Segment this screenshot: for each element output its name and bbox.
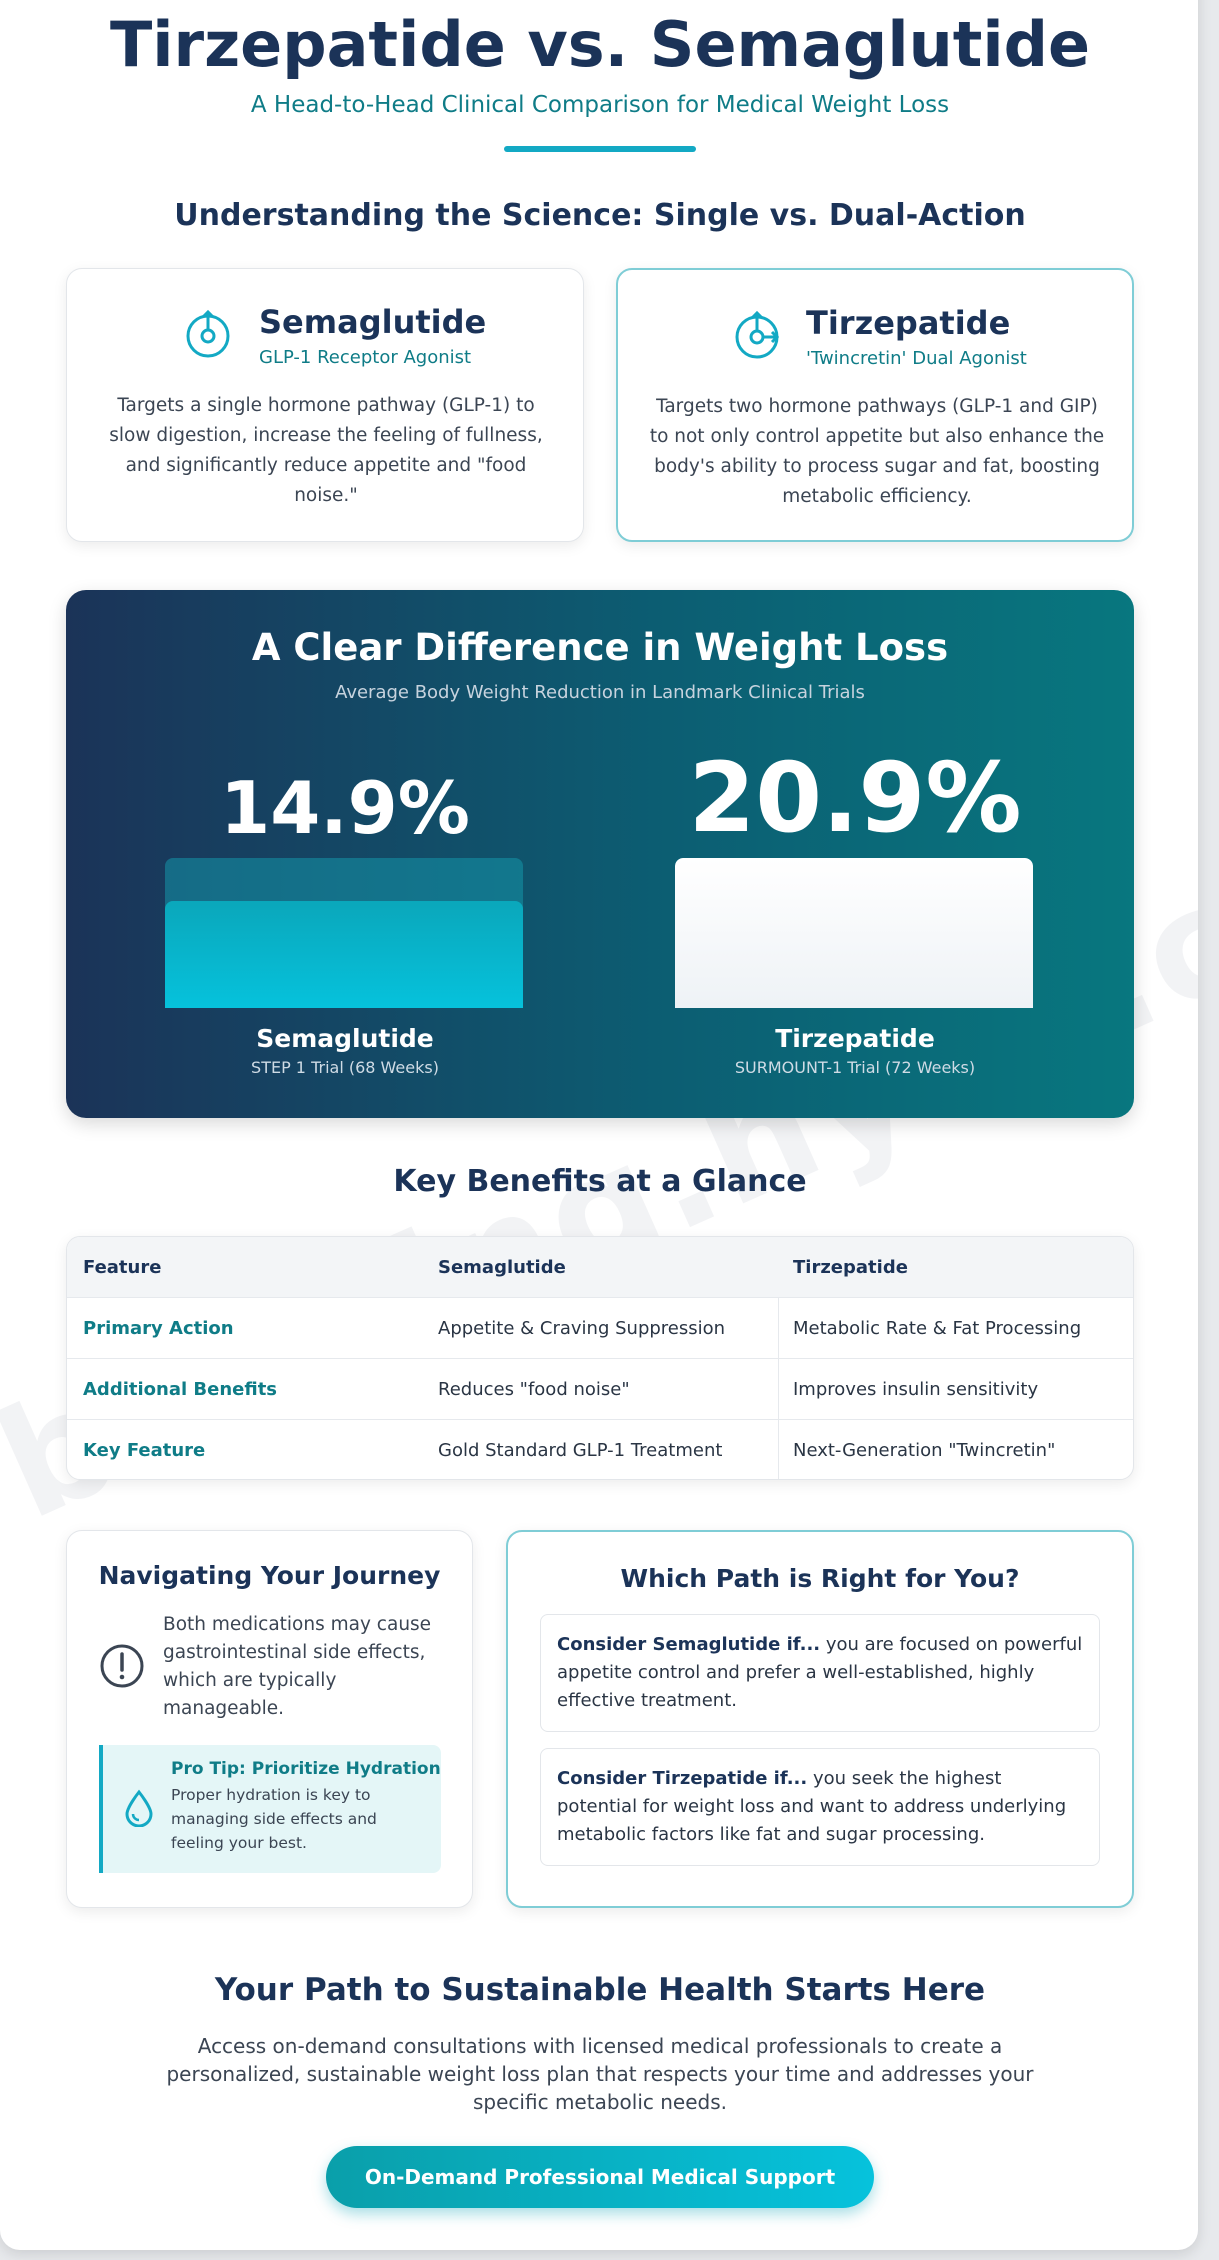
result-name: Semaglutide [256,1024,434,1053]
feature-cell: Primary Action [83,1318,234,1339]
card-header: Tirzepatide 'Twincretin' Dual Agonist [618,304,1132,374]
table-row: Primary Action Appetite & Craving Suppre… [67,1298,1133,1359]
table-row: Key Feature Gold Standard GLP-1 Treatmen… [67,1420,1133,1479]
result-bar-fill [675,858,1033,1008]
benefits-heading: Key Benefits at a Glance [393,1164,807,1199]
water-drop-icon [125,1789,153,1827]
tirzepatide-result: 20.9% Tirzepatide SURMOUNT-1 Trial (72 W… [675,590,1035,1118]
page-container: booking.hyve.com Tirzepatide vs. Semaglu… [0,0,1198,2250]
cta-text: Access on-demand consultations with lice… [166,2034,1034,2114]
result-value: 20.9% [688,742,1022,854]
which-path-card: Which Path is Right for You? Consider Se… [506,1530,1134,1908]
card-title: Tirzepatide [806,304,1011,342]
result-trial: SURMOUNT-1 Trial (72 Weeks) [734,1058,976,1077]
card-description: Targets a single hormone pathway (GLP-1)… [109,395,543,506]
column-header: Feature [83,1257,162,1278]
result-name: Tirzepatide [775,1024,935,1053]
journey-text: Both medications may cause gastrointesti… [163,1614,432,1719]
benefits-table: Feature Semaglutide Tirzepatide Primary … [66,1236,1134,1480]
medical-support-button[interactable]: On-Demand Professional Medical Support [326,2146,874,2208]
table-cell: Next-Generation "Twincretin" [793,1440,1056,1461]
tirzepatide-mechanism-card: Tirzepatide 'Twincretin' Dual Agonist Ta… [616,268,1134,542]
title-divider [504,146,696,152]
card-subtitle: 'Twincretin' Dual Agonist [806,348,1027,369]
results-subtitle: Average Body Weight Reduction in Landmar… [335,682,865,703]
tip-text: Proper hydration is key to managing side… [171,1786,377,1852]
card-subtitle: GLP-1 Receptor Agonist [259,347,472,368]
table-cell: Gold Standard GLP-1 Treatment [438,1440,723,1461]
result-bar-fill [165,901,523,1008]
dual-target-icon [735,310,780,359]
cta-title: Your Path to Sustainable Health Starts H… [214,1972,986,2008]
choice-text: you are focused on powerful appetite con… [557,1634,1083,1711]
table-cell: Appetite & Craving Suppression [438,1318,726,1339]
table-row: Additional Benefits Reduces "food noise"… [67,1359,1133,1420]
result-bar-track [675,858,1033,1008]
semaglutide-choice: Consider Semaglutide if... you are focus… [540,1614,1100,1732]
choice-text: you seek the highest potential for weigh… [557,1768,1067,1845]
exclamation-icon [100,1644,144,1688]
column-header: Semaglutide [438,1257,566,1278]
table-cell: Metabolic Rate & Fat Processing [793,1318,1082,1339]
semaglutide-mechanism-card: Semaglutide GLP-1 Receptor Agonist Targe… [66,268,584,542]
result-trial: STEP 1 Trial (68 Weeks) [251,1058,439,1077]
card-description: Targets two hormone pathways (GLP-1 and … [649,396,1105,507]
page-subtitle: A Head-to-Head Clinical Comparison for M… [250,92,950,118]
feature-cell: Key Feature [83,1440,206,1461]
single-target-icon [186,309,230,358]
table-header-row: Feature Semaglutide Tirzepatide [67,1237,1133,1298]
results-title: A Clear Difference in Weight Loss [251,626,949,669]
weight-loss-results-panel: A Clear Difference in Weight Loss Averag… [66,590,1134,1118]
card-title: Semaglutide [259,303,487,341]
choice-lead: Consider Semaglutide if... [557,1634,821,1655]
tirzepatide-choice: Consider Tirzepatide if... you seek the … [540,1748,1100,1866]
journey-card: Navigating Your Journey Both medications… [66,1530,473,1908]
path-title: Which Path is Right for You? [620,1564,1020,1593]
result-value: 14.9% [220,766,470,850]
result-bar-track [165,858,523,1008]
choice-lead: Consider Tirzepatide if... [557,1768,808,1789]
card-header: Semaglutide GLP-1 Receptor Agonist [67,303,583,373]
table-cell: Improves insulin sensitivity [793,1379,1039,1400]
feature-cell: Additional Benefits [83,1379,278,1400]
journey-title: Navigating Your Journey [98,1561,441,1590]
semaglutide-result: 14.9% Semaglutide STEP 1 Trial (68 Weeks… [165,590,525,1118]
page-title: Tirzepatide vs. Semaglutide [109,8,1091,81]
table-cell: Reduces "food noise" [438,1379,630,1400]
hydration-tip: Pro Tip: Prioritize Hydration Proper hyd… [99,1745,441,1873]
science-heading: Understanding the Science: Single vs. Du… [174,198,1026,233]
column-header: Tirzepatide [793,1257,908,1278]
tip-title: Pro Tip: Prioritize Hydration [171,1759,441,1779]
